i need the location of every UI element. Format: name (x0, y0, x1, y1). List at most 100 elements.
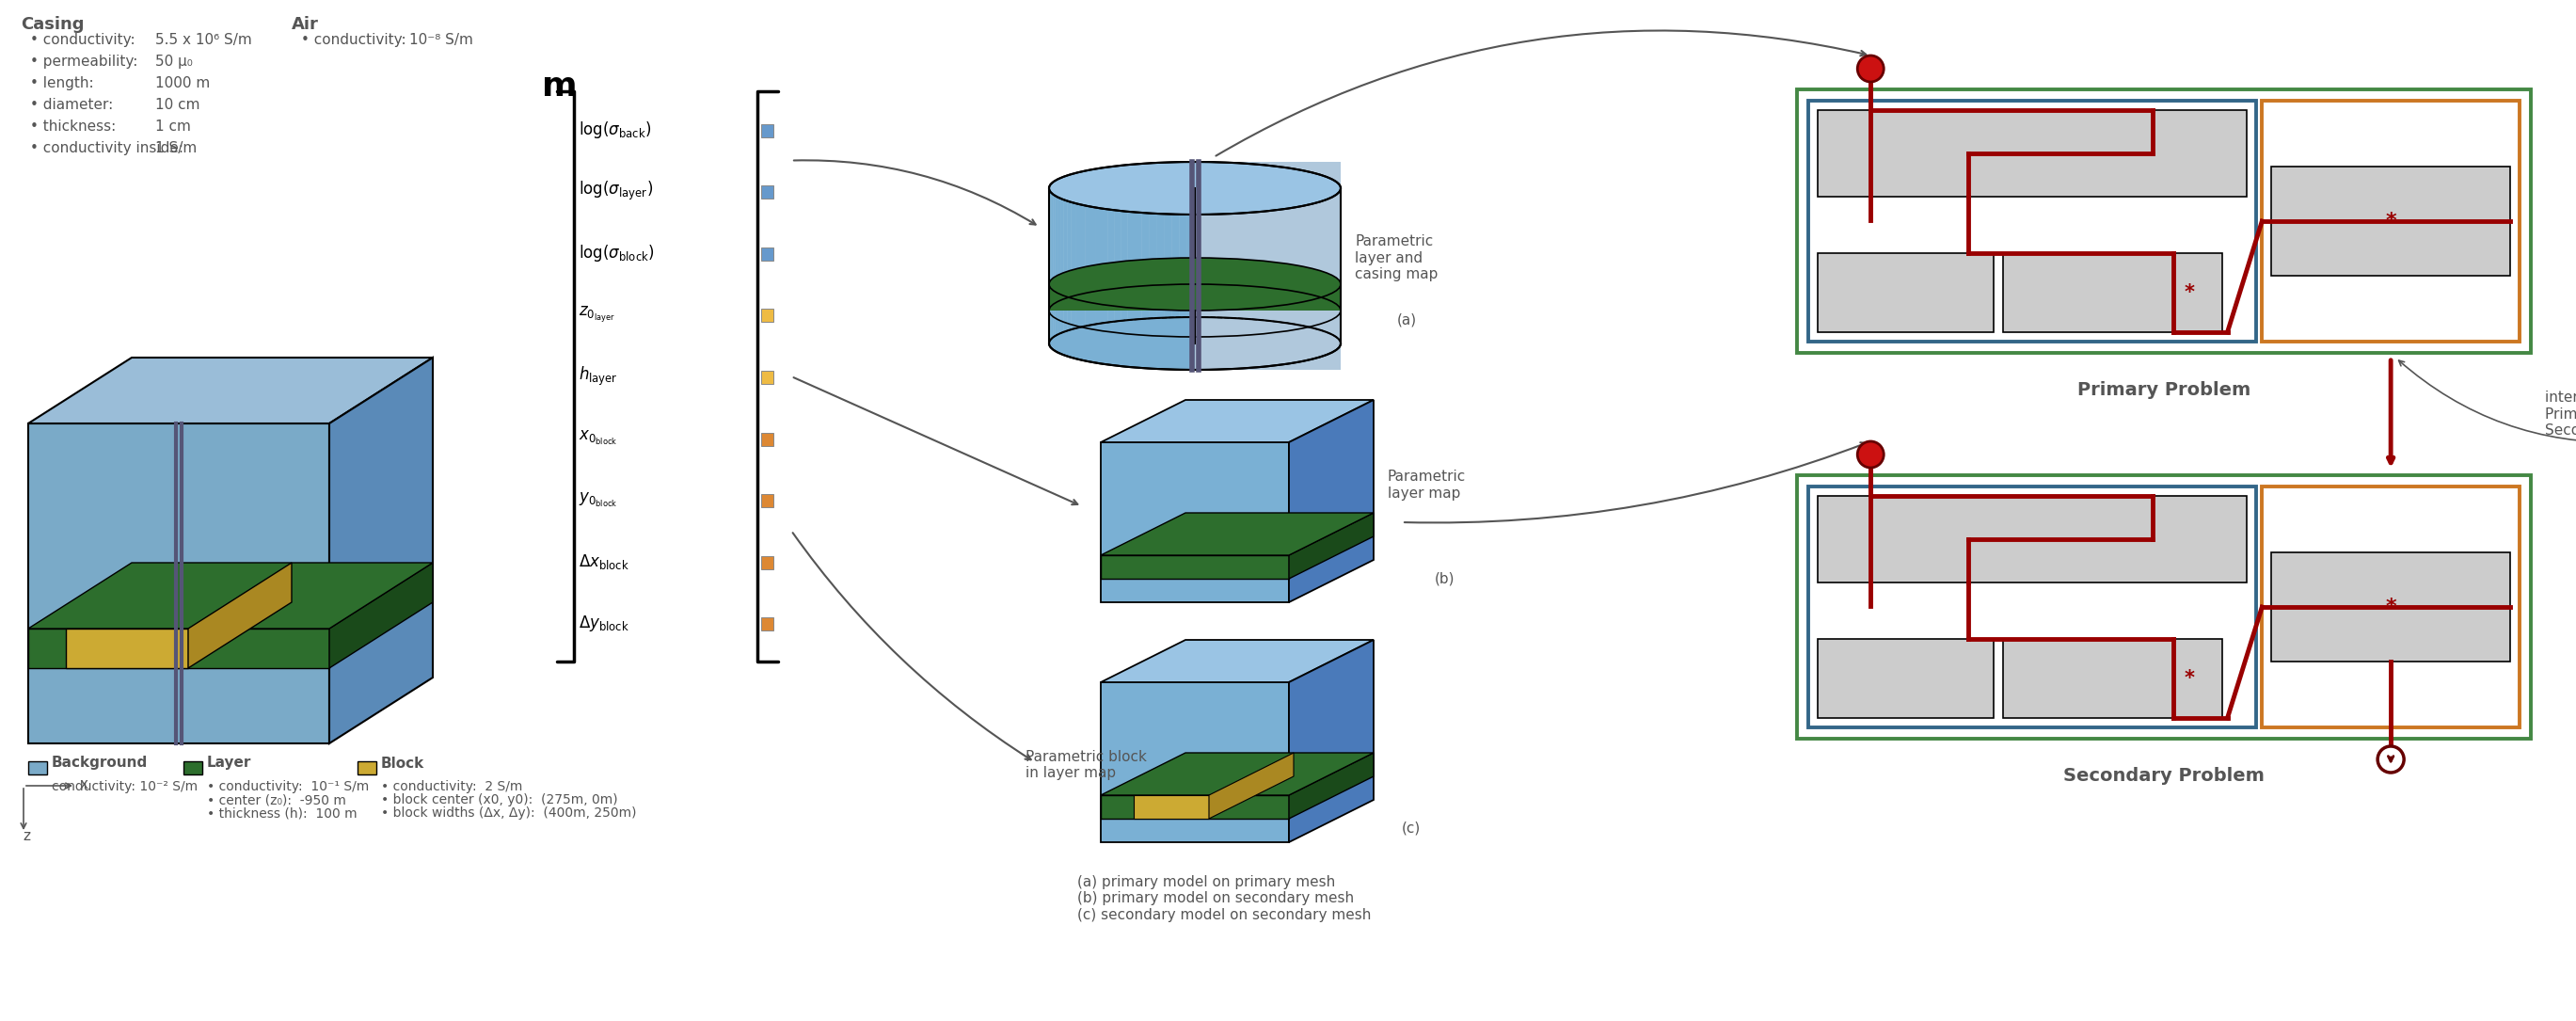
Polygon shape (1195, 162, 1340, 370)
Polygon shape (1084, 169, 1090, 326)
Polygon shape (1167, 284, 1172, 310)
Polygon shape (1247, 212, 1255, 368)
Polygon shape (1077, 203, 1079, 359)
Polygon shape (67, 629, 188, 668)
Polygon shape (1185, 284, 1190, 310)
Polygon shape (1095, 284, 1097, 310)
Polygon shape (1180, 162, 1188, 318)
Polygon shape (1293, 206, 1298, 362)
Polygon shape (1121, 211, 1128, 367)
Polygon shape (1291, 284, 1293, 310)
Bar (2004, 638, 2221, 718)
Polygon shape (1283, 284, 1288, 310)
Text: • permeability:: • permeability: (31, 54, 137, 68)
Polygon shape (1131, 284, 1136, 310)
Polygon shape (1319, 175, 1321, 331)
Polygon shape (188, 563, 291, 668)
Polygon shape (1172, 162, 1180, 318)
Bar (183, 762, 204, 775)
Polygon shape (1084, 284, 1087, 310)
Polygon shape (1283, 284, 1288, 310)
Polygon shape (1077, 284, 1079, 310)
Polygon shape (1103, 208, 1108, 364)
Polygon shape (1283, 167, 1288, 324)
Polygon shape (1188, 162, 1195, 318)
Polygon shape (1105, 284, 1108, 310)
Polygon shape (1100, 284, 1105, 310)
Polygon shape (1103, 167, 1108, 324)
Polygon shape (1288, 207, 1293, 363)
Polygon shape (1090, 284, 1095, 310)
Bar (760, 494, 773, 507)
Polygon shape (1149, 213, 1157, 369)
Bar (760, 186, 773, 199)
Polygon shape (1218, 162, 1226, 318)
Polygon shape (1172, 214, 1180, 370)
Polygon shape (1097, 284, 1100, 310)
Text: Air: Air (291, 16, 319, 33)
Polygon shape (1303, 171, 1309, 327)
Polygon shape (1309, 284, 1314, 310)
Text: • conductivity:  2 S/m: • conductivity: 2 S/m (381, 780, 523, 793)
Polygon shape (1275, 284, 1280, 310)
Text: (a) primary model on primary mesh
(b) primary model on secondary mesh
(c) second: (a) primary model on primary mesh (b) pr… (1077, 875, 1370, 922)
Polygon shape (1231, 284, 1234, 310)
Polygon shape (1288, 284, 1291, 310)
Polygon shape (1061, 198, 1064, 355)
Text: (b): (b) (1435, 571, 1455, 585)
Text: x: x (80, 777, 88, 791)
Polygon shape (1113, 284, 1115, 310)
Polygon shape (1255, 164, 1262, 321)
Bar (1819, 110, 2246, 197)
Polygon shape (1072, 202, 1077, 358)
Polygon shape (1100, 752, 1373, 795)
Polygon shape (1108, 166, 1115, 323)
Text: $\Delta x_\mathrm{block}$: $\Delta x_\mathrm{block}$ (580, 552, 629, 571)
Polygon shape (1128, 284, 1131, 310)
Text: 10⁻⁸ S/m: 10⁻⁸ S/m (410, 33, 474, 47)
Polygon shape (1314, 202, 1319, 358)
Bar (2262, 486, 2519, 727)
Bar (1133, 795, 1208, 819)
Polygon shape (1273, 284, 1275, 310)
Polygon shape (1234, 162, 1242, 319)
Polygon shape (1149, 284, 1154, 310)
Polygon shape (1128, 164, 1133, 321)
Polygon shape (1301, 284, 1303, 310)
Text: 1000 m: 1000 m (155, 77, 211, 90)
Polygon shape (1162, 284, 1167, 310)
Polygon shape (1329, 178, 1332, 335)
Bar (760, 618, 773, 631)
Polygon shape (1301, 284, 1303, 310)
Polygon shape (1133, 212, 1141, 368)
Polygon shape (1275, 166, 1283, 323)
Polygon shape (1190, 284, 1193, 310)
Polygon shape (1172, 284, 1175, 310)
Text: 1 cm: 1 cm (155, 119, 191, 134)
Polygon shape (1061, 177, 1064, 333)
Polygon shape (1074, 284, 1077, 310)
Polygon shape (1303, 284, 1306, 310)
Bar (2262, 101, 2519, 342)
Text: Block: Block (381, 757, 425, 770)
Polygon shape (1198, 284, 1203, 310)
Polygon shape (1090, 206, 1095, 362)
Text: • diameter:: • diameter: (31, 98, 113, 112)
Polygon shape (1260, 284, 1265, 310)
Polygon shape (1262, 211, 1270, 367)
Polygon shape (1226, 213, 1234, 370)
Polygon shape (1267, 284, 1273, 310)
Bar (1819, 496, 2246, 583)
Polygon shape (1321, 200, 1327, 356)
Polygon shape (1113, 284, 1115, 310)
Polygon shape (1095, 284, 1097, 310)
Polygon shape (1203, 162, 1211, 318)
Text: $h_\mathrm{layer}$: $h_\mathrm{layer}$ (580, 366, 618, 388)
Polygon shape (1288, 400, 1373, 602)
Polygon shape (1066, 175, 1072, 331)
Polygon shape (1074, 284, 1077, 310)
Polygon shape (28, 563, 433, 629)
Bar (28, 762, 46, 775)
Polygon shape (1154, 284, 1157, 310)
Polygon shape (1066, 201, 1072, 357)
